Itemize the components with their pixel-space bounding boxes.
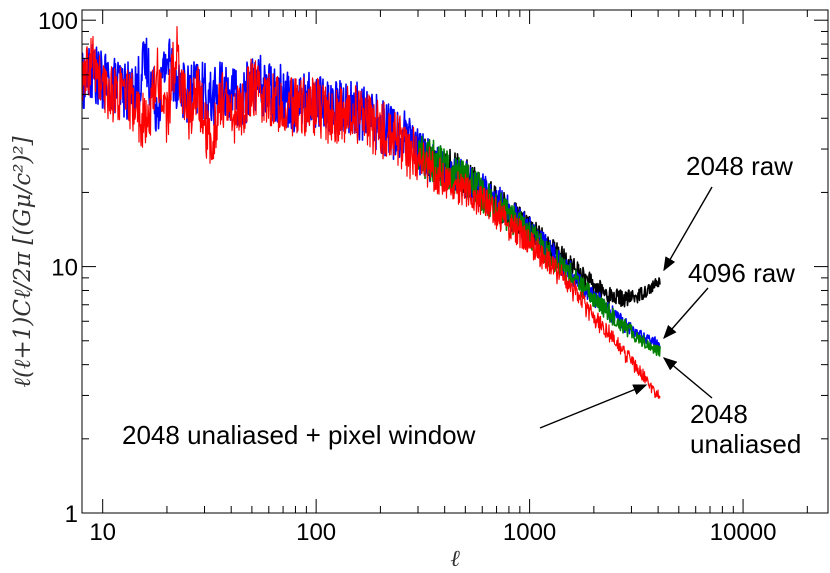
annotation-pixel-window: 2048 unaliased + pixel window xyxy=(122,384,648,450)
x-tick-label: 100 xyxy=(296,519,336,546)
y-tick-label: 100 xyxy=(38,8,78,35)
annotation-2048-raw: 2048 raw xyxy=(663,151,793,272)
annotation-arrow-4096-raw xyxy=(663,287,709,340)
annotation-arrow-2048-unaliased xyxy=(662,357,713,399)
annotation-2048-unaliased: 2048 unaliased xyxy=(662,357,801,459)
x-axis-title: ℓ xyxy=(450,546,460,572)
annotation-label-pixel-window: 2048 unaliased + pixel window xyxy=(122,420,476,450)
annotation-label-4096-raw: 4096 raw xyxy=(688,258,795,288)
annotation-label-2048-unaliased-line2: unaliased xyxy=(690,429,801,459)
x-tick-label: 1000 xyxy=(503,519,556,546)
y-tick-label: 1 xyxy=(65,501,78,528)
annotation-arrow-pixel-window xyxy=(539,384,648,429)
annotation-arrow-2048-raw xyxy=(663,186,713,272)
plot-frame xyxy=(81,9,829,514)
annotation-label-2048-unaliased-line1: 2048 xyxy=(690,399,748,429)
y-axis-title: ℓ(ℓ+1)Cℓ/2π [(Gμ/c²)²] xyxy=(10,136,36,387)
series-line-2048-unaliased-pixel-window xyxy=(82,26,661,399)
annotation-label-2048-raw: 2048 raw xyxy=(686,151,793,181)
x-tick-label: 10 xyxy=(89,519,116,546)
series-line-4096-raw xyxy=(82,37,661,350)
annotation-4096-raw: 4096 raw xyxy=(663,258,795,340)
x-tick-label: 10000 xyxy=(710,519,777,546)
y-tick-label: 10 xyxy=(51,255,78,282)
